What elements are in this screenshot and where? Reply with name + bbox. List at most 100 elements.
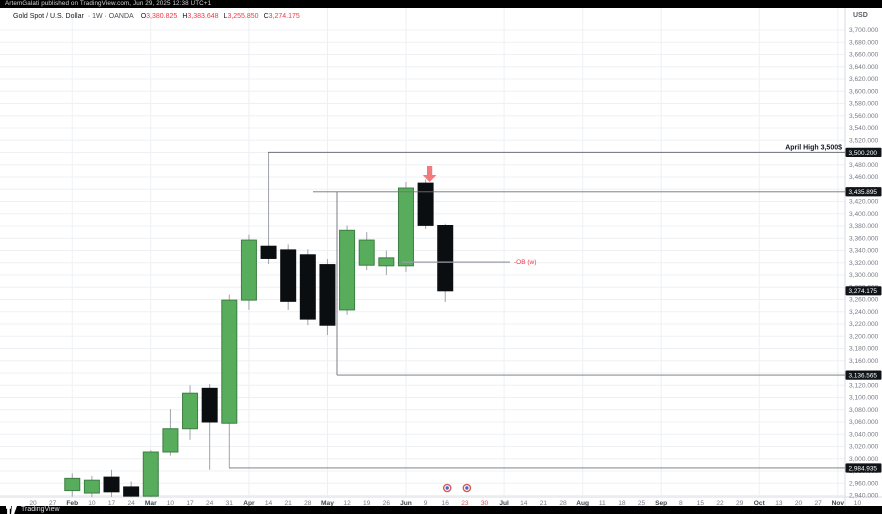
tradingview-footer: TradingView — [0, 506, 882, 514]
date-tick: 19 — [363, 500, 371, 506]
candle-apr-14[interactable] — [260, 152, 277, 264]
date-tick: Nov — [832, 500, 845, 506]
date-tick: 23 — [461, 500, 469, 506]
price-tick: 3,360.000 — [849, 235, 879, 242]
price-tick: 3,680.000 — [849, 39, 879, 46]
date-tick: Jun — [400, 500, 412, 506]
date-tick: Oct — [754, 500, 766, 506]
tradingview-logo-icon[interactable] — [6, 506, 17, 514]
candle-jun-2[interactable] — [397, 181, 414, 272]
arrow-down-marker[interactable] — [422, 165, 437, 182]
date-tick: 18 — [618, 500, 626, 506]
date-tick: 14 — [520, 500, 528, 506]
price-tick: 3,700.000 — [849, 27, 879, 34]
candle-feb-17[interactable] — [103, 469, 120, 499]
candle-feb-10[interactable] — [83, 475, 100, 499]
candle-apr-28[interactable] — [299, 249, 316, 326]
price-tick: 3,420.000 — [849, 199, 879, 206]
price-tick: 3,480.000 — [849, 162, 879, 169]
date-tick: May — [321, 500, 334, 506]
date-tick: 21 — [540, 500, 548, 506]
date-tick: 22 — [716, 500, 724, 506]
price-tick: 3,300.000 — [849, 272, 879, 279]
date-tick: 27 — [49, 500, 57, 506]
price-tick: 2,960.000 — [849, 480, 879, 487]
date-tick: Apr — [243, 500, 255, 506]
date-tick: 10 — [167, 500, 175, 506]
date-tick: 28 — [559, 500, 567, 506]
price-tick: 3,400.000 — [849, 211, 879, 218]
price-tick: 2,940.000 — [849, 493, 879, 500]
april-high-label: April High 3,500$ — [785, 144, 842, 151]
svg-text:2,984.935: 2,984.935 — [849, 465, 878, 472]
publish-bar: ArtemGalati published on TradingView.com… — [0, 0, 882, 8]
date-tick: Jul — [499, 500, 509, 506]
date-tick: 8 — [679, 500, 683, 506]
date-tick: 10 — [88, 500, 96, 506]
price-tick: 3,600.000 — [849, 88, 879, 95]
date-tick: 21 — [285, 500, 293, 506]
date-axis[interactable]: 20 27 Feb 10 17 24 Mar 10 17 24 31 Apr 14 21 28 May 12 19… — [29, 500, 861, 506]
date-tick: 25 — [638, 500, 646, 506]
tradingview-brand[interactable]: TradingView — [21, 506, 60, 513]
date-tick: 9 — [424, 500, 428, 506]
price-tick: 3,080.000 — [849, 407, 879, 414]
date-tick: 26 — [383, 500, 391, 506]
price-tick: 3,160.000 — [849, 358, 879, 365]
date-tick: 20 — [29, 500, 37, 506]
chart-canvas[interactable]: April High 3,500$ -OB (w) USD 3,700.000 3,68… — [0, 8, 882, 506]
date-tick: 12 — [343, 500, 351, 506]
candle-may-5[interactable] — [319, 259, 336, 336]
publish-text: ArtemGalati published on TradingView.com… — [5, 0, 212, 7]
price-tick: 3,120.000 — [849, 382, 879, 389]
candle-mar-24[interactable] — [201, 384, 218, 470]
price-badge: 3,500.200 — [845, 147, 882, 157]
date-tick: 15 — [697, 500, 705, 506]
candle-jun-9[interactable] — [417, 179, 434, 230]
date-tick: 30 — [481, 500, 489, 506]
candle-mar-31[interactable] — [221, 294, 238, 468]
symbol-legend: Gold Spot / U.S. Dollar · 1W · OANDA O3,… — [13, 13, 300, 20]
chart-area[interactable]: April High 3,500$ -OB (w) USD 3,700.000 3,68… — [0, 8, 882, 506]
candle-jun-16[interactable] — [437, 223, 454, 303]
candle-mar-17[interactable] — [182, 385, 199, 440]
candle-may-19[interactable] — [358, 232, 375, 271]
event-icon[interactable] — [462, 483, 472, 493]
svg-text:3,136.565: 3,136.565 — [849, 373, 878, 380]
candle-may-26[interactable] — [378, 250, 395, 276]
candle-mar-10[interactable] — [162, 409, 179, 456]
price-tick: 3,340.000 — [849, 248, 879, 255]
candle-mar-3[interactable] — [142, 450, 159, 500]
date-tick: 13 — [775, 500, 783, 506]
candle-may-12[interactable] — [339, 225, 356, 315]
date-tick: 17 — [186, 500, 194, 506]
event-icon[interactable] — [442, 483, 452, 493]
svg-text:3,435.895: 3,435.895 — [849, 189, 878, 196]
date-tick: Mar — [145, 500, 157, 506]
price-tick: 3,620.000 — [849, 76, 879, 83]
svg-text:3,274.175: 3,274.175 — [849, 288, 878, 295]
date-tick: 20 — [795, 500, 803, 506]
currency-label: USD — [853, 12, 868, 19]
candle-feb-3[interactable] — [64, 473, 81, 497]
date-tick: 28 — [304, 500, 312, 506]
price-badge: 2,984.935 — [845, 463, 882, 473]
candle-apr-21[interactable] — [280, 244, 297, 310]
price-tick: 3,460.000 — [849, 174, 879, 181]
symbol-meta[interactable]: · 1W · OANDA — [87, 13, 134, 20]
price-axis[interactable]: USD 3,700.000 3,680.000 3,660.000 3,640.000 3… — [845, 12, 882, 500]
candle-apr-7[interactable] — [240, 234, 257, 310]
price-tick: 3,640.000 — [849, 64, 879, 71]
symbol-title[interactable]: Gold Spot / U.S. Dollar — [13, 13, 84, 20]
date-tick: Feb — [66, 500, 78, 506]
date-tick: 11 — [599, 500, 606, 506]
ohlc-pair: O3,380.825 — [140, 13, 178, 20]
candlestick-series[interactable] — [64, 152, 454, 502]
candle-feb-24[interactable] — [123, 481, 140, 501]
price-tick: 3,540.000 — [849, 125, 879, 132]
price-tick: 3,180.000 — [849, 346, 879, 353]
price-tick: 3,260.000 — [849, 297, 879, 304]
date-tick: 27 — [815, 500, 823, 506]
price-tick: 3,200.000 — [849, 333, 879, 340]
date-tick: Sep — [655, 500, 667, 506]
